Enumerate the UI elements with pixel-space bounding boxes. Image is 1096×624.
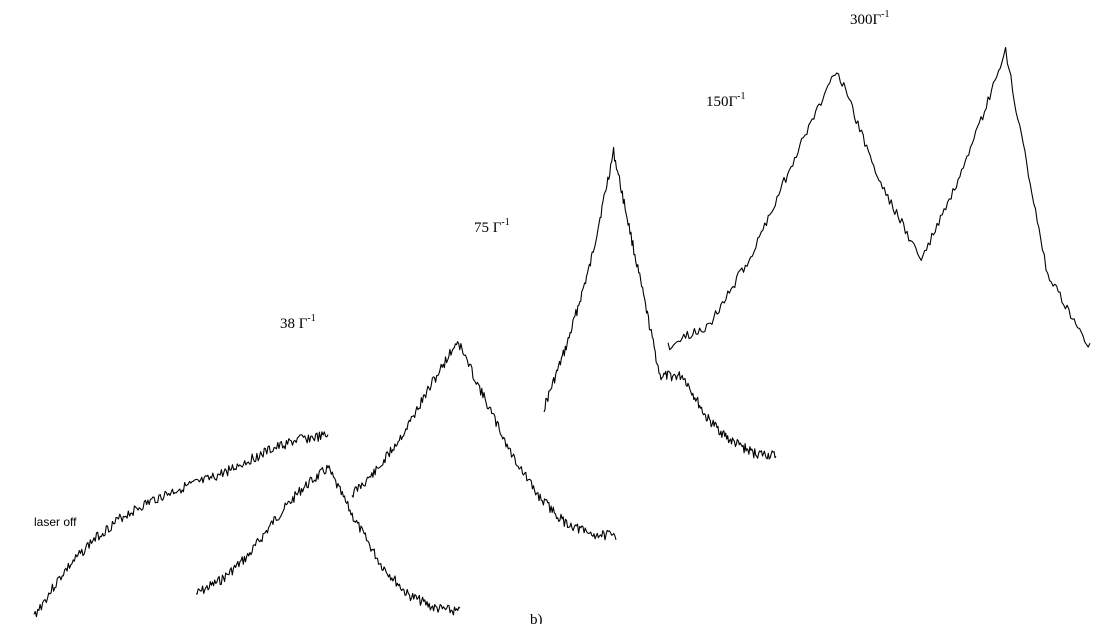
fluence-label-300: 300Γ-1 <box>850 9 890 28</box>
spectra-traces <box>33 46 1091 618</box>
trace-laser-off <box>33 431 329 618</box>
fluence-label-150: 150Γ-1 <box>706 91 746 110</box>
fluence-label-75: 75 Γ-1 <box>474 217 510 236</box>
trace-300 <box>667 46 1091 351</box>
trace-38 <box>195 464 461 616</box>
panel-label: b) <box>530 612 543 624</box>
laser-off-label: laser off <box>34 515 77 529</box>
trace-150 <box>543 146 777 460</box>
fluence-label-38: 38 Γ-1 <box>280 313 316 332</box>
trace-75 <box>351 341 617 541</box>
